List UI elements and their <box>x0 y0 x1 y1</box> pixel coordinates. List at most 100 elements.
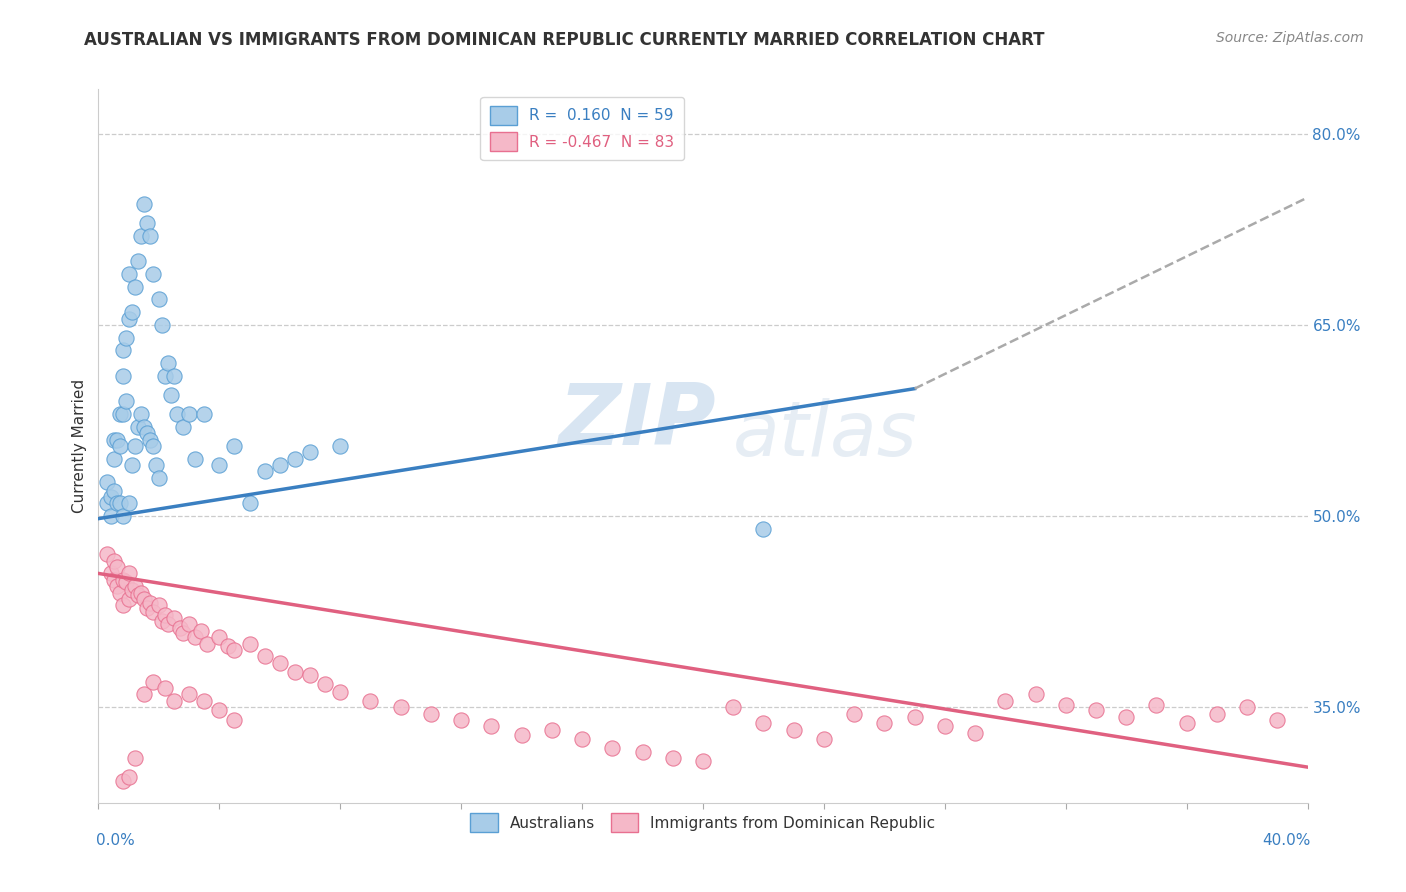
Point <box>127 420 149 434</box>
Y-axis label: Currently Married: Currently Married <box>72 379 87 513</box>
Point <box>132 420 155 434</box>
Point <box>752 715 775 730</box>
Point <box>172 626 194 640</box>
Point <box>692 754 714 768</box>
Point <box>148 471 170 485</box>
Point <box>661 751 683 765</box>
Text: 0.0%: 0.0% <box>96 833 135 848</box>
Point <box>108 439 131 453</box>
Point <box>172 420 194 434</box>
Point <box>208 458 231 472</box>
Text: AUSTRALIAN VS IMMIGRANTS FROM DOMINICAN REPUBLIC CURRENTLY MARRIED CORRELATION C: AUSTRALIAN VS IMMIGRANTS FROM DOMINICAN … <box>84 31 1045 49</box>
Point <box>752 522 775 536</box>
Point <box>108 407 131 421</box>
Point <box>111 368 134 383</box>
Point <box>132 688 155 702</box>
Point <box>934 719 956 733</box>
Point <box>1115 710 1137 724</box>
Point <box>100 566 122 581</box>
Point <box>96 547 118 561</box>
Point <box>148 599 170 613</box>
Point <box>239 496 262 510</box>
Point <box>179 617 201 632</box>
Point <box>783 723 806 738</box>
Point <box>129 228 152 243</box>
Point <box>142 674 165 689</box>
Point <box>103 554 125 568</box>
Point <box>284 665 307 679</box>
Point <box>253 465 276 479</box>
Point <box>169 621 191 635</box>
Point <box>145 458 167 472</box>
Point <box>844 706 866 721</box>
Point <box>121 582 143 597</box>
Point <box>153 368 176 383</box>
Point <box>510 728 533 742</box>
Point <box>111 599 134 613</box>
Point <box>208 630 231 644</box>
Point <box>124 751 146 765</box>
Point <box>108 496 131 510</box>
Point <box>111 509 134 524</box>
Point <box>121 458 143 472</box>
Point <box>139 228 162 243</box>
Point <box>360 694 382 708</box>
Point <box>1054 698 1077 712</box>
Point <box>329 439 352 453</box>
Text: atlas: atlas <box>734 399 918 472</box>
Point <box>1024 688 1046 702</box>
Point <box>118 566 141 581</box>
Point <box>540 723 562 738</box>
Point <box>450 713 472 727</box>
Point <box>193 407 215 421</box>
Point <box>224 713 246 727</box>
Point <box>129 407 152 421</box>
Point <box>299 445 322 459</box>
Point <box>105 560 128 574</box>
Point <box>114 394 136 409</box>
Point <box>299 668 322 682</box>
Point <box>105 579 128 593</box>
Point <box>132 197 155 211</box>
Point <box>105 496 128 510</box>
Point <box>139 596 162 610</box>
Point <box>135 426 157 441</box>
Point <box>184 451 207 466</box>
Point <box>156 617 179 632</box>
Point <box>100 490 122 504</box>
Point <box>166 407 188 421</box>
Point <box>108 585 131 599</box>
Point <box>121 305 143 319</box>
Point <box>127 588 149 602</box>
Point <box>124 279 146 293</box>
Point <box>96 496 118 510</box>
Point <box>208 703 231 717</box>
Point <box>329 685 352 699</box>
Point <box>124 579 146 593</box>
Point <box>1236 700 1258 714</box>
Point <box>118 496 141 510</box>
Point <box>127 254 149 268</box>
Text: Source: ZipAtlas.com: Source: ZipAtlas.com <box>1216 31 1364 45</box>
Point <box>118 591 141 606</box>
Point <box>111 774 134 789</box>
Point <box>602 741 624 756</box>
Point <box>389 700 412 714</box>
Point <box>142 267 165 281</box>
Point <box>420 706 443 721</box>
Point <box>631 745 654 759</box>
Point <box>124 439 146 453</box>
Point <box>571 732 593 747</box>
Point <box>224 439 246 453</box>
Point <box>904 710 927 724</box>
Point <box>114 331 136 345</box>
Point <box>118 311 141 326</box>
Point <box>142 439 165 453</box>
Point <box>153 608 176 623</box>
Point <box>190 624 212 638</box>
Point <box>156 356 179 370</box>
Point <box>103 573 125 587</box>
Point <box>1144 698 1167 712</box>
Point <box>150 614 173 628</box>
Point <box>103 451 125 466</box>
